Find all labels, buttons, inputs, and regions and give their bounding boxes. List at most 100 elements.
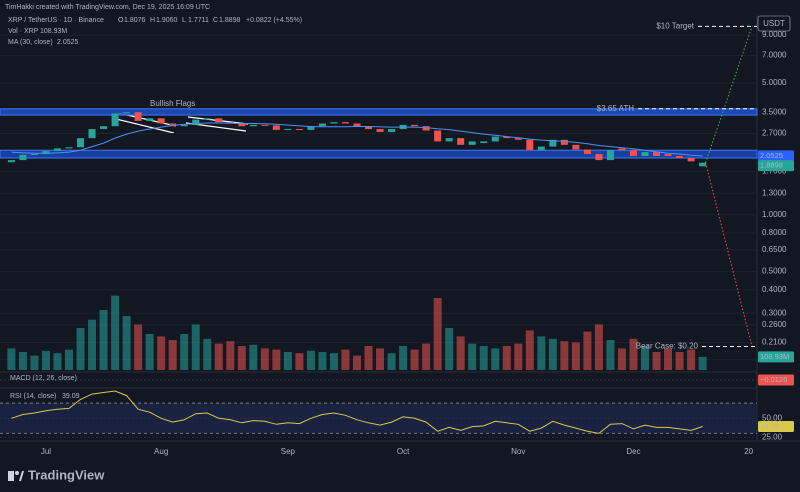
volume-badge-bg [758, 351, 794, 363]
candle [411, 124, 419, 127]
candle [146, 118, 154, 121]
candle [434, 130, 442, 142]
volume-title: Vol · XRP [8, 28, 39, 35]
candle [560, 139, 568, 145]
candle [53, 148, 61, 151]
ohlc-value: 1.9060 [156, 17, 178, 24]
y-tick-label: 0.2100 [762, 338, 787, 347]
candle [583, 149, 591, 155]
change: +0.0822 (+4.55%) [246, 17, 302, 24]
volume-bar [571, 342, 580, 370]
volume-bar [617, 348, 626, 370]
logo-mark [19, 471, 24, 481]
x-tick-label: Dec [626, 447, 640, 456]
candle [100, 126, 108, 130]
volume-bar [306, 350, 315, 370]
volume-bar [456, 336, 465, 370]
candle [42, 150, 50, 155]
price-badge: 1.8898 [760, 161, 783, 170]
rsi-tick-label: 25.00 [762, 432, 783, 441]
candle [549, 139, 557, 147]
volume-bar [203, 338, 212, 370]
macd-badge-bg [758, 374, 794, 386]
ohlc-value: 1.8076 [124, 17, 146, 24]
candle [30, 154, 38, 156]
projection [705, 26, 753, 163]
ohlc-key: H [150, 17, 155, 24]
zone [0, 149, 758, 159]
y-tick-label: 0.8000 [762, 228, 787, 237]
annotation-label: Bear Case: $0.20 [636, 342, 699, 351]
candle [618, 148, 626, 151]
volume-bar [191, 324, 200, 370]
credit: TimHakki created with TradingView.com, D… [5, 4, 210, 11]
candle [606, 150, 614, 161]
volume-bar [664, 348, 673, 370]
rsi-line [11, 390, 703, 434]
candle [503, 136, 511, 139]
candle [572, 144, 580, 150]
volume-bar [99, 310, 108, 370]
volume-bar [606, 340, 615, 370]
candle [238, 123, 246, 127]
candle [295, 129, 303, 131]
volume-bar [560, 341, 569, 370]
candle [284, 129, 292, 131]
volume-bar [76, 328, 85, 370]
candle [272, 125, 280, 130]
candle [77, 138, 85, 148]
volume-bar [272, 349, 281, 370]
volume-bar [145, 334, 154, 370]
candle [88, 129, 96, 139]
ohlc-value: 1.7711 [188, 17, 209, 24]
volume-bar [376, 348, 385, 370]
candle [192, 119, 200, 125]
x-tick-label: Jul [41, 447, 51, 456]
candle [169, 123, 177, 127]
volume-bar [502, 346, 511, 370]
candle [215, 118, 223, 123]
volume-bar [422, 343, 431, 370]
candle [180, 124, 188, 127]
volume-bar [698, 356, 707, 370]
y-tick-label: 9.0000 [762, 30, 787, 39]
ohlc-key: C [213, 17, 218, 24]
flag-label: Bullish Flags [150, 99, 195, 108]
candle [468, 141, 476, 145]
volume-bar [364, 346, 373, 370]
logo-mark [8, 471, 14, 481]
volume-bar [675, 352, 684, 370]
candle [261, 124, 269, 126]
candle [641, 152, 649, 157]
volume-bar [53, 353, 62, 370]
volume-bar [214, 343, 223, 370]
volume-bar [318, 352, 327, 370]
ohlc-key: O [118, 17, 124, 24]
volume-bar [7, 348, 16, 370]
volume-bar [168, 340, 177, 370]
x-tick-label: 20 [744, 447, 753, 456]
volume-bar [329, 353, 338, 370]
rsi-band [0, 403, 757, 434]
candle [111, 113, 119, 127]
y-tick-label: 0.5000 [762, 267, 787, 276]
volume-bar [353, 355, 361, 370]
projection [705, 162, 753, 347]
candle [318, 123, 326, 127]
ohlc-value: 1.8898 [219, 17, 241, 24]
volume-bar [237, 346, 246, 370]
x-tick-label: Aug [154, 447, 168, 456]
volume-bar [180, 334, 189, 370]
y-tick-label: 0.3000 [762, 308, 787, 317]
y-tick-label: 1.3000 [762, 188, 787, 197]
candle [307, 126, 315, 130]
y-tick-label: 7.0000 [762, 51, 787, 60]
candle [19, 154, 27, 161]
volume-bar [641, 346, 649, 370]
y-tick-label: 1.0000 [762, 210, 787, 219]
currency: USDT [763, 19, 785, 28]
volume-bar [583, 331, 592, 370]
candle [353, 123, 361, 127]
volume-bar [479, 346, 488, 370]
volume-bar [295, 353, 304, 370]
